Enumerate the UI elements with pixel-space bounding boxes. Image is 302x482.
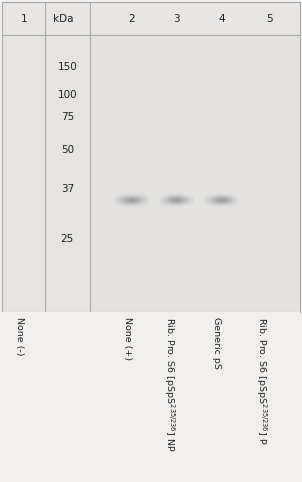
Text: 2: 2 xyxy=(128,14,135,24)
Text: 150: 150 xyxy=(57,62,77,72)
Text: 50: 50 xyxy=(61,145,74,155)
Text: kDa: kDa xyxy=(53,14,73,24)
Text: 4: 4 xyxy=(218,14,225,24)
Text: 5: 5 xyxy=(266,14,272,24)
Text: None (+): None (+) xyxy=(123,317,132,361)
Text: 100: 100 xyxy=(57,90,77,100)
Text: Rib. Pro. S6 [pSpS$^{235/236}$] NP: Rib. Pro. S6 [pSpS$^{235/236}$] NP xyxy=(162,317,176,452)
Text: 3: 3 xyxy=(173,14,180,24)
Bar xyxy=(90,35,300,312)
Text: 1: 1 xyxy=(21,14,27,24)
Text: 37: 37 xyxy=(61,184,74,194)
Text: Rib. Pro. S6 [pSpS$^{235/236}$] P: Rib. Pro. S6 [pSpS$^{235/236}$] P xyxy=(255,317,269,445)
Text: 75: 75 xyxy=(61,112,74,122)
Text: 25: 25 xyxy=(61,234,74,244)
Text: Generic pS: Generic pS xyxy=(212,317,221,369)
Text: None (-): None (-) xyxy=(15,317,24,356)
